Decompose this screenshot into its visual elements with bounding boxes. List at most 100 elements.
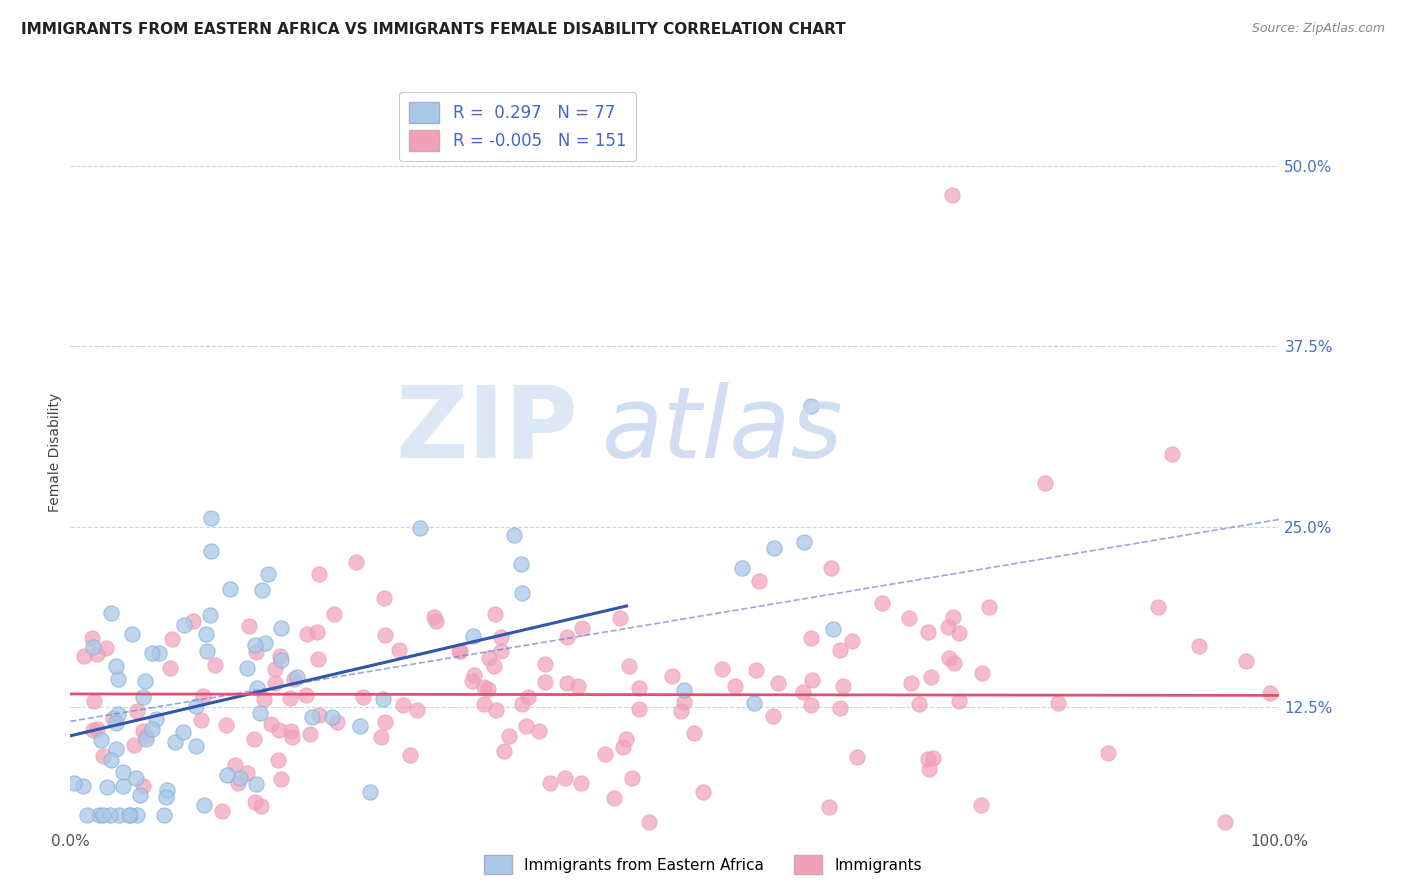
Point: [280, 691, 302, 706]
Point: [283, 673, 305, 687]
Point: [101, 711, 124, 725]
Point: [264, 675, 287, 690]
Point: [218, 582, 240, 596]
Point: [229, 771, 252, 785]
Point: [127, 808, 149, 822]
Point: [104, 742, 127, 756]
Point: [762, 709, 785, 723]
Point: [1188, 640, 1211, 654]
Point: [748, 574, 770, 589]
Point: [617, 659, 640, 673]
Point: [1033, 476, 1056, 491]
Point: [948, 693, 970, 707]
Point: [107, 672, 129, 686]
Point: [920, 670, 942, 684]
Point: [135, 731, 157, 746]
Point: [661, 668, 683, 682]
Point: [236, 661, 259, 675]
Point: [259, 716, 281, 731]
Point: [96, 641, 118, 656]
Point: [82, 723, 104, 738]
Point: [692, 785, 714, 799]
Point: [425, 614, 447, 628]
Point: [484, 659, 506, 673]
Point: [264, 662, 287, 676]
Point: [200, 511, 222, 525]
Point: [1258, 686, 1281, 700]
Point: [91, 808, 114, 822]
Point: [533, 657, 555, 671]
Point: [86, 647, 108, 661]
Point: [502, 528, 524, 542]
Point: [270, 653, 292, 667]
Point: [406, 703, 429, 717]
Point: [510, 586, 533, 600]
Point: [181, 614, 204, 628]
Point: [711, 662, 734, 676]
Point: [841, 633, 863, 648]
Point: [162, 632, 184, 646]
Point: [917, 752, 939, 766]
Point: [191, 690, 214, 704]
Point: [627, 702, 650, 716]
Point: [800, 631, 823, 645]
Point: [463, 668, 485, 682]
Point: [193, 798, 215, 813]
Point: [254, 636, 277, 650]
Point: [145, 712, 167, 726]
Point: [485, 703, 508, 717]
Point: [979, 599, 1001, 614]
Point: [918, 763, 941, 777]
Point: [135, 729, 157, 743]
Point: [132, 724, 155, 739]
Point: [86, 723, 108, 737]
Point: [156, 783, 179, 797]
Point: [1160, 448, 1182, 462]
Point: [307, 652, 329, 666]
Point: [449, 644, 471, 658]
Point: [359, 784, 381, 798]
Point: [800, 400, 823, 414]
Point: [638, 815, 661, 830]
Point: [195, 627, 218, 641]
Point: [724, 679, 747, 693]
Point: [107, 706, 129, 721]
Point: [374, 714, 396, 729]
Point: [461, 674, 484, 689]
Point: [281, 730, 304, 744]
Point: [472, 680, 495, 694]
Point: [742, 696, 765, 710]
Point: [270, 621, 292, 635]
Point: [245, 645, 267, 659]
Point: [257, 566, 280, 581]
Point: [235, 765, 257, 780]
Y-axis label: Female Disability: Female Disability: [48, 393, 62, 512]
Point: [477, 651, 499, 665]
Point: [249, 706, 271, 720]
Point: [308, 707, 330, 722]
Point: [308, 566, 330, 581]
Point: [152, 808, 174, 822]
Point: [214, 718, 236, 732]
Point: [970, 798, 993, 813]
Point: [173, 617, 195, 632]
Point: [204, 657, 226, 672]
Point: [76, 808, 98, 822]
Point: [609, 610, 631, 624]
Point: [527, 723, 550, 738]
Point: [270, 772, 292, 786]
Point: [129, 788, 152, 802]
Point: [172, 725, 194, 739]
Point: [198, 607, 221, 622]
Point: [409, 521, 432, 535]
Text: ZIP: ZIP: [395, 382, 578, 479]
Point: [387, 642, 409, 657]
Point: [938, 651, 960, 665]
Point: [498, 730, 520, 744]
Point: [148, 646, 170, 660]
Point: [731, 561, 754, 575]
Point: [800, 698, 823, 712]
Point: [269, 723, 291, 737]
Text: atlas: atlas: [602, 382, 844, 479]
Point: [295, 627, 318, 641]
